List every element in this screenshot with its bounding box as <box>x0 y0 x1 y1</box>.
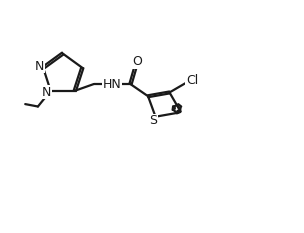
Text: N: N <box>35 60 44 73</box>
Text: N: N <box>42 86 51 99</box>
Text: O: O <box>132 55 142 68</box>
Text: Cl: Cl <box>186 75 198 87</box>
Text: HN: HN <box>102 78 121 91</box>
Text: S: S <box>149 114 157 127</box>
